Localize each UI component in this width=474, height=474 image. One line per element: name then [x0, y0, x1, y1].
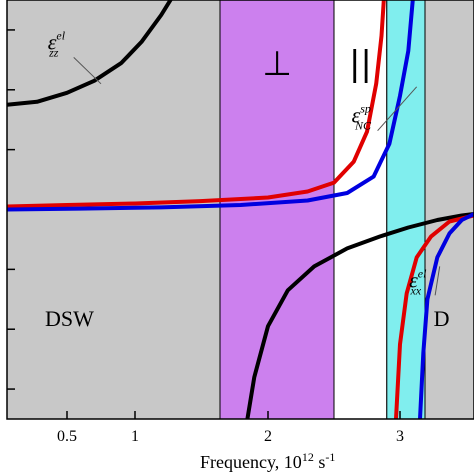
series-1-branch-0 — [6, 0, 386, 209]
x-tick-label-3: 3 — [396, 428, 404, 445]
band-1 — [219, 0, 335, 420]
annotation-2: εel xx — [409, 266, 427, 297]
series-1-branch-1 — [394, 213, 474, 420]
region-label-1: D — [434, 306, 450, 331]
band-label-1: ⊥ — [262, 44, 292, 84]
x-tick-layer: 0.5 1 2 3 — [57, 411, 404, 445]
annotation-1: εsp NC — [352, 102, 372, 133]
series-2-branch-1 — [418, 212, 474, 420]
band-label-2: || — [349, 44, 372, 84]
y-tick-layer — [7, 29, 15, 390]
annotation-pointer-1 — [377, 86, 418, 132]
band-4 — [424, 0, 474, 420]
x-tick-label-1: 1 — [131, 428, 139, 445]
band-layer: ⊥ || — [6, 0, 474, 420]
series-0-branch-1 — [245, 212, 474, 420]
annotation-pointer-0 — [73, 57, 102, 85]
x-axis-label: Frequency, 1012 s-1 — [200, 450, 335, 472]
plot-frame — [6, 0, 474, 420]
x-tick-label-2: 2 — [264, 428, 272, 445]
series-2-branch-0 — [6, 0, 415, 212]
series-layer — [6, 0, 474, 420]
annotation-layer: εel zz εsp NC εel xx — [48, 28, 441, 297]
annotation-pointer-2 — [434, 266, 441, 296]
region-label-layer: DSW D — [45, 306, 450, 331]
x-tick-label-0: 0.5 — [57, 428, 77, 445]
series-0-branch-0 — [6, 0, 173, 107]
region-label-0: DSW — [45, 306, 94, 331]
annotation-0: εel zz — [48, 28, 66, 59]
